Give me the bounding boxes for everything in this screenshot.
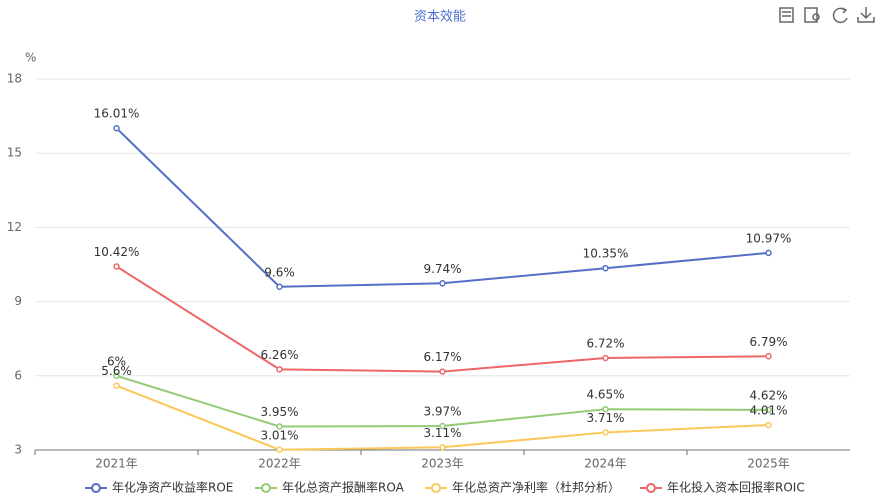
data-label: 10.35% <box>583 247 629 261</box>
data-label: 3.95% <box>260 405 298 419</box>
data-label: 6.26% <box>260 348 298 362</box>
y-tick-label: 9 <box>14 294 22 308</box>
data-point <box>765 406 772 414</box>
x-tick-label: 2022年 <box>258 457 301 471</box>
data-label: 3.01% <box>260 428 298 442</box>
data-point <box>602 264 609 272</box>
data-point <box>602 429 609 436</box>
data-label: 6.72% <box>586 336 624 350</box>
data-point <box>602 354 609 362</box>
y-tick-label: 18 <box>7 72 22 86</box>
series-line <box>116 374 769 428</box>
toolbar <box>779 7 875 24</box>
print-button[interactable] <box>779 7 794 23</box>
legend-label: 年化投入资本回报率ROIC <box>667 480 805 495</box>
data-point <box>439 444 446 451</box>
legend-marker <box>91 483 101 493</box>
data-label: 3.11% <box>423 426 461 440</box>
data-label: 9.74% <box>423 262 461 276</box>
y-unit: % <box>25 51 36 65</box>
save-button[interactable] <box>857 7 875 23</box>
data-label: 4.01% <box>749 404 787 418</box>
x-tick-label: 2021年 <box>95 457 138 471</box>
data-label: 10.97% <box>746 231 792 245</box>
legend-marker <box>431 483 441 493</box>
data-label: 3.71% <box>586 411 624 425</box>
data-point <box>113 372 120 380</box>
data-point <box>276 366 283 373</box>
legend-label: 年化总资产净利率（杜邦分析） <box>452 480 620 495</box>
chart-title: 资本效能 <box>414 10 466 25</box>
data-point <box>276 283 283 291</box>
data-label: 6% <box>107 354 126 368</box>
data-point <box>765 249 772 257</box>
x-tick-label: 2024年 <box>584 457 627 471</box>
legend-label: 年化总资产报酬率ROA <box>282 480 405 495</box>
y-tick-label: 3 <box>14 443 22 457</box>
legend-marker <box>261 483 271 493</box>
data-label: 16.01% <box>94 107 140 121</box>
y-tick-label: 15 <box>7 146 22 160</box>
legend-item[interactable]: 年化总资产净利率（杜邦分析） <box>425 480 620 495</box>
restore-button[interactable] <box>832 7 848 24</box>
data-point <box>276 423 283 430</box>
data-label: 6.17% <box>423 350 461 364</box>
y-tick-label: 6 <box>14 368 22 382</box>
data-label: 10.42% <box>94 245 140 259</box>
data-label: 9.6% <box>264 265 295 279</box>
legend-marker <box>646 483 656 493</box>
legend-item[interactable]: 年化净资产收益率ROE <box>85 480 233 495</box>
legend-label: 年化净资产收益率ROE <box>112 480 233 495</box>
data-point <box>602 405 609 413</box>
data-label: 4.62% <box>749 388 787 402</box>
data-view-button[interactable] <box>804 7 820 23</box>
legend-item[interactable]: 年化总资产报酬率ROA <box>255 480 405 495</box>
x-tick-label: 2023年 <box>421 457 464 471</box>
data-point <box>113 124 120 132</box>
data-point <box>113 382 120 389</box>
data-label: 6.79% <box>749 335 787 349</box>
data-point <box>113 263 120 270</box>
data-point <box>276 446 283 454</box>
data-point <box>439 368 446 375</box>
data-label: 5.6% <box>101 364 132 378</box>
x-tick-label: 2025年 <box>747 457 790 471</box>
data-point <box>765 353 772 360</box>
y-tick-label: 12 <box>7 220 22 234</box>
data-point <box>439 422 446 430</box>
data-point <box>439 280 446 287</box>
data-label: 3.97% <box>423 405 461 419</box>
legend-item[interactable]: 年化投入资本回报率ROIC <box>640 480 805 495</box>
data-label: 4.65% <box>586 388 624 402</box>
data-point <box>765 421 772 429</box>
